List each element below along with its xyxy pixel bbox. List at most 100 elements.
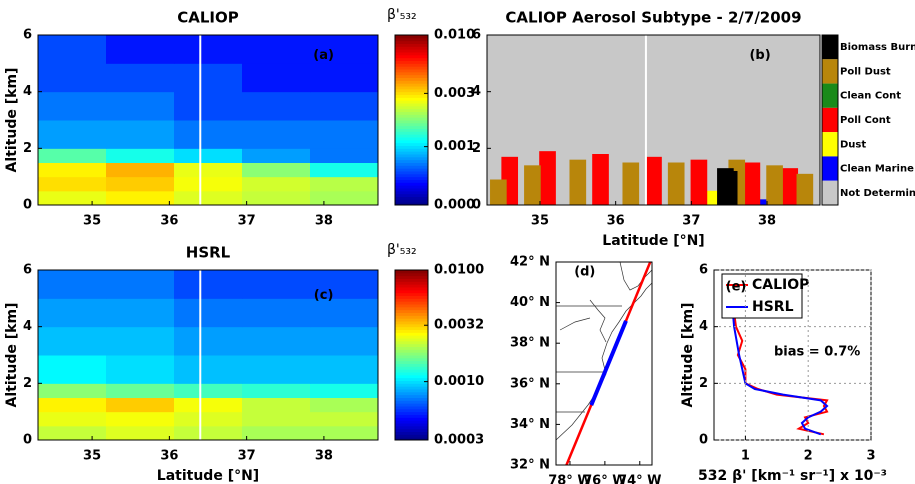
colorbar-step	[395, 301, 428, 305]
colorbar-step	[395, 434, 428, 438]
bar	[490, 179, 507, 205]
heatmap-cell	[310, 298, 379, 328]
heatmap-cell	[38, 411, 107, 427]
y-tick-label: 40° N	[510, 295, 550, 310]
heatmap-cell	[38, 270, 107, 299]
plot-frame	[37, 34, 379, 206]
track-line	[589, 320, 628, 406]
x-tick-label: 35	[531, 214, 549, 229]
colorbar-step	[395, 91, 428, 95]
x-tick-label: 35	[83, 449, 101, 464]
colorbar-step	[395, 411, 428, 415]
legend-swatch	[822, 107, 838, 133]
colorbar-step	[395, 414, 428, 418]
colorbar-step	[395, 35, 428, 39]
colorbar-step	[395, 97, 428, 101]
heatmap-cell	[106, 120, 175, 149]
bar	[539, 151, 556, 205]
y-tick-label: 0	[23, 198, 32, 213]
x-axis-label: 532 β' [km⁻¹ sr⁻¹] x 10⁻³	[698, 468, 887, 484]
colorbar-step	[395, 343, 428, 347]
panel-label: (e)	[726, 280, 747, 295]
y-tick-label: 6	[23, 263, 32, 278]
colorbar-step	[395, 165, 428, 169]
colorbar-step	[395, 37, 428, 42]
colorbar-step	[395, 43, 428, 47]
legend-swatch	[822, 180, 838, 205]
colorbar-step	[395, 304, 428, 308]
colorbar-step	[395, 77, 428, 81]
legend-label: Clean Cont	[840, 91, 901, 102]
heatmap-cell	[106, 176, 175, 192]
colorbar-step	[395, 182, 428, 186]
heatmap-cell	[310, 91, 379, 121]
colorbar-step	[395, 281, 428, 285]
heatmap-cell	[106, 397, 175, 413]
y-axis-label: Altitude [km]	[4, 68, 20, 173]
heatmap-cell	[38, 355, 107, 384]
heatmap-cell	[38, 176, 107, 192]
y-tick-label: 36° N	[510, 376, 550, 391]
colorbar-title: β'₅₃₂	[387, 7, 417, 23]
panel-label: (c)	[314, 288, 334, 303]
heatmap-cell	[310, 148, 379, 163]
x-tick-label: 74° W	[618, 474, 661, 484]
colorbar-step	[395, 278, 428, 282]
colorbar-step	[395, 120, 428, 124]
colorbar-tick-label: 0.0003	[434, 433, 484, 448]
colorbar-step	[395, 199, 428, 203]
y-tick-label: 2	[23, 141, 32, 156]
heatmap-cell	[38, 397, 107, 413]
colorbar-step	[395, 326, 428, 330]
colorbar-step	[395, 139, 428, 144]
colorbar-step	[395, 425, 428, 430]
colorbar-step	[395, 159, 428, 163]
heatmap-cell	[106, 425, 175, 441]
colorbar-step	[395, 355, 428, 359]
bar	[667, 162, 685, 205]
colorbar-step	[395, 417, 428, 421]
colorbar-step	[395, 391, 428, 396]
colorbar-step	[395, 366, 428, 370]
heatmap-cell	[38, 425, 107, 441]
heatmap-cell	[38, 190, 107, 206]
x-tick-label: 36	[607, 214, 625, 229]
x-tick-label: 76° W	[583, 474, 626, 484]
heatmap-cell	[106, 411, 175, 427]
colorbar-tick-label: 0.0100	[434, 263, 484, 278]
colorbar-step	[395, 117, 428, 121]
chart-title: HSRL	[186, 244, 231, 262]
colorbar-step	[395, 420, 428, 424]
colorbar-step	[395, 431, 428, 435]
y-tick-label: 2	[23, 376, 32, 391]
y-tick-label: 4	[23, 84, 32, 99]
legend-label: Dust	[840, 139, 866, 150]
colorbar-step	[395, 298, 428, 302]
legend-label: Poll Dust	[840, 66, 891, 77]
heatmap-cell	[242, 383, 311, 398]
heatmap-cell	[242, 411, 311, 427]
colorbar-step	[395, 69, 428, 73]
colorbar-frame	[394, 269, 429, 441]
heatmap-cell	[174, 91, 243, 121]
colorbar-step	[395, 374, 428, 379]
x-tick-label: 3	[866, 449, 875, 464]
colorbar-step	[395, 346, 428, 350]
heatmap-cell	[174, 425, 243, 441]
colorbar-step	[395, 154, 428, 158]
heatmap-cell	[310, 326, 379, 356]
colorbar-step	[395, 128, 428, 132]
colorbar-step	[395, 202, 428, 206]
colorbar-step	[395, 383, 428, 387]
colorbar-step	[395, 103, 428, 107]
colorbar-step	[395, 108, 428, 112]
bar	[569, 159, 587, 205]
x-tick-label: 37	[238, 449, 256, 464]
bar	[796, 173, 814, 205]
colorbar-step	[395, 173, 428, 178]
heatmap-cell	[242, 35, 311, 64]
heatmap-cell	[106, 190, 175, 206]
colorbar-step	[395, 86, 428, 90]
colorbar-tick-label: 0.003	[434, 86, 475, 101]
colorbar-step	[395, 54, 428, 59]
